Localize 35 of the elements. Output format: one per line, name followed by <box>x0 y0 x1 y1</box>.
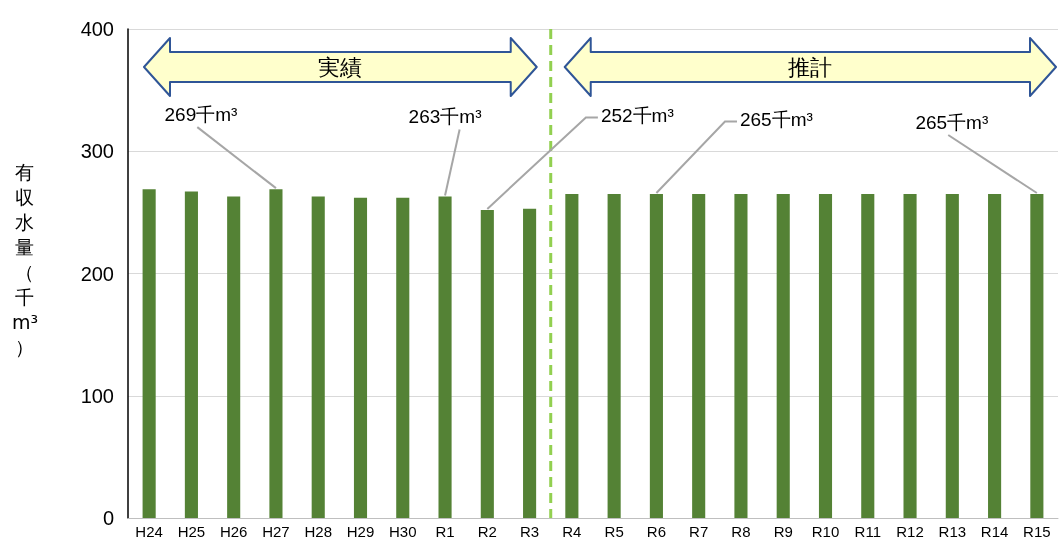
x-tick-label: R10 <box>811 523 840 540</box>
annotation: 265千m³ <box>915 112 989 134</box>
x-tick-label: R2 <box>477 523 497 540</box>
x-tick-label: R3 <box>520 523 540 540</box>
annotation: 252千m³ <box>600 104 674 126</box>
x-tick-label: R5 <box>604 523 624 540</box>
x-tick-label: H25 <box>177 523 206 540</box>
x-tick-label: R4 <box>562 523 582 540</box>
x-tick-label: H24 <box>135 523 163 540</box>
x-tick-label: R6 <box>646 523 666 540</box>
x-tick-label: R15 <box>1023 523 1051 540</box>
y-tick-label: 200 <box>80 262 114 285</box>
annotation: 263千m³ <box>408 106 482 128</box>
x-tick-label: H28 <box>304 523 332 540</box>
x-tick-label: R1 <box>435 523 455 540</box>
x-tick-label: R13 <box>938 523 967 540</box>
y-tick-label: 400 <box>80 18 114 40</box>
x-tick-label: R8 <box>731 523 751 540</box>
annotation: 推計 <box>788 55 833 80</box>
annotation: 265千m³ <box>739 109 813 131</box>
y-tick-label: 300 <box>80 140 114 163</box>
x-tick-label: R9 <box>773 523 793 540</box>
x-tick-label: R7 <box>689 523 709 540</box>
y-tick-label: 100 <box>80 384 114 407</box>
x-tick-label: H30 <box>389 523 417 540</box>
annotation: 実績 <box>318 55 363 80</box>
x-tick-label: R11 <box>854 523 881 540</box>
x-tick-label: H29 <box>346 523 375 540</box>
x-tick-label: H27 <box>262 523 290 540</box>
x-tick-label: R14 <box>980 523 1009 540</box>
x-tick-label: H26 <box>219 523 248 540</box>
y-tick-label: 0 <box>102 507 114 529</box>
y-axis-title: 有収水量（千m³） <box>12 160 39 360</box>
x-tick-label: R12 <box>896 523 924 540</box>
annotation: 269千m³ <box>164 104 238 126</box>
